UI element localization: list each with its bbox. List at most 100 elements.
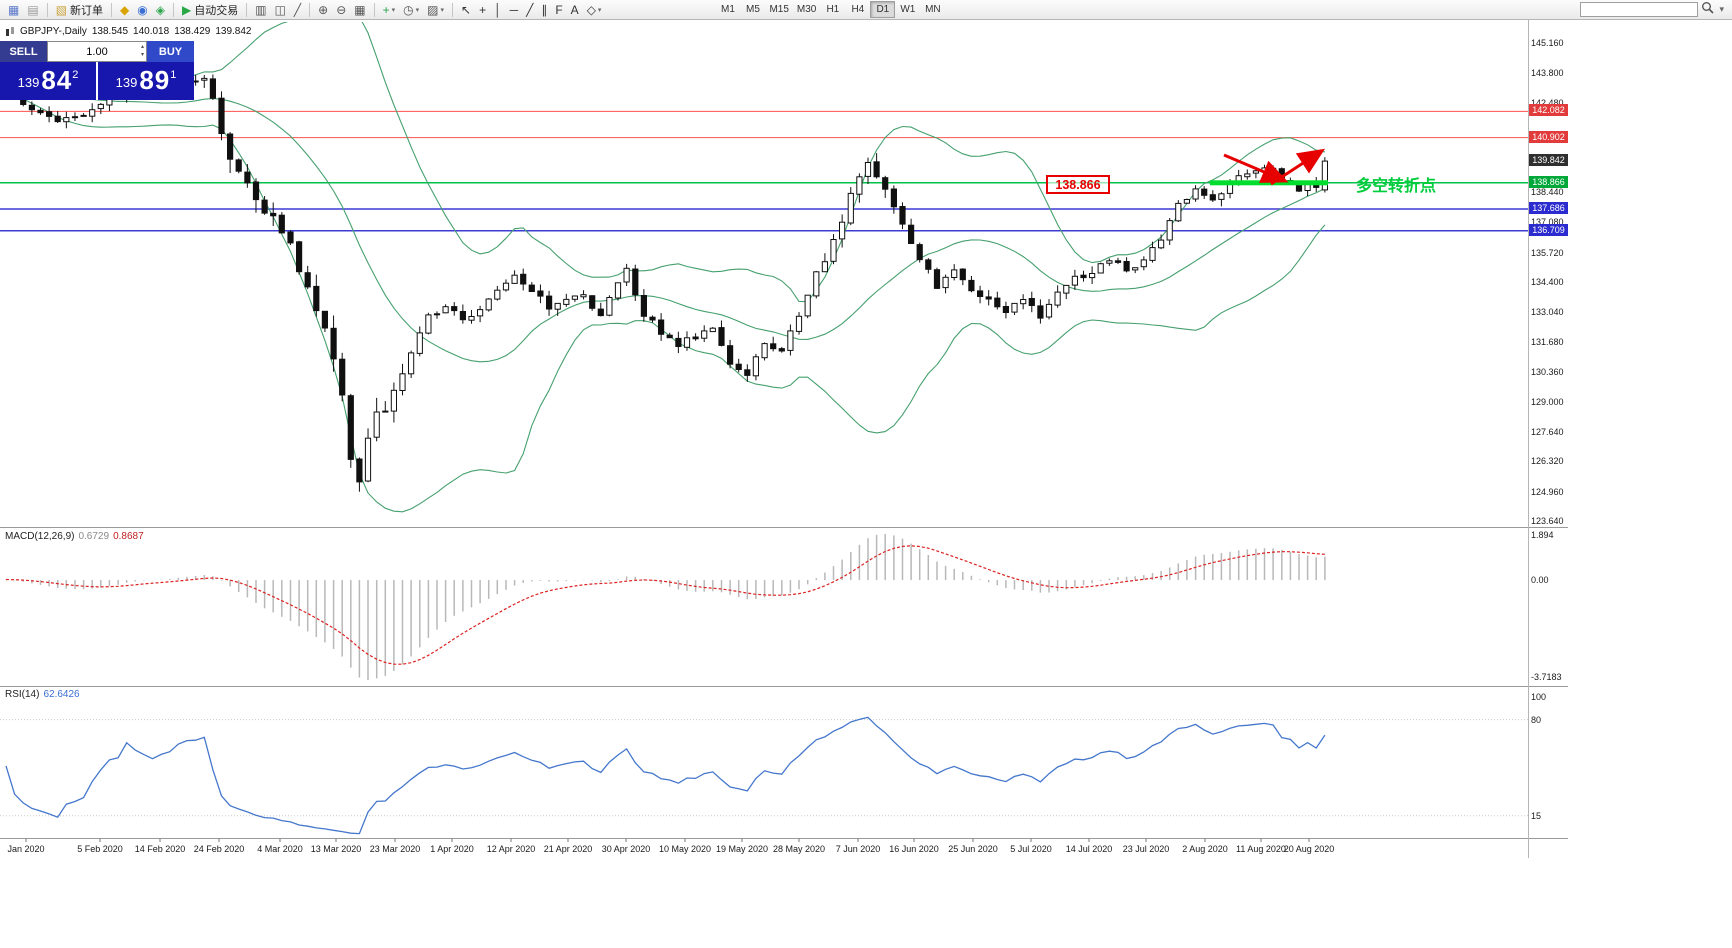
rsi-axis-tick: 15 bbox=[1531, 810, 1542, 821]
crosshair-button[interactable]: + bbox=[475, 1, 490, 19]
auto-trading-button[interactable]: ▶ 自动交易 bbox=[178, 1, 242, 19]
candle bbox=[666, 332, 673, 339]
buy-price[interactable]: 139 89 1 bbox=[98, 62, 194, 100]
price-axis-tick: 129.000 bbox=[1531, 396, 1564, 407]
candle bbox=[1097, 262, 1104, 274]
turning-point-label[interactable]: 多空转折点 bbox=[1356, 178, 1437, 195]
text-tool-button[interactable]: A bbox=[567, 1, 583, 19]
macd-name: MACD(12,26,9) bbox=[5, 531, 75, 542]
candle bbox=[408, 350, 415, 378]
candle bbox=[916, 242, 923, 263]
candle bbox=[1252, 169, 1260, 179]
date-axis-label: 13 Mar 2020 bbox=[310, 844, 362, 854]
indicators-button[interactable]: + ▾ bbox=[379, 1, 400, 19]
candle bbox=[701, 325, 708, 342]
timeframe-m1[interactable]: M1 bbox=[720, 4, 735, 15]
navigator-button[interactable]: ◈ bbox=[152, 1, 169, 19]
timeframe-m5[interactable]: M5 bbox=[745, 4, 760, 15]
market-watch-button[interactable]: ◆ bbox=[116, 1, 133, 19]
rsi-value: 62.6426 bbox=[43, 689, 80, 700]
arrows-tool-dropdown-icon[interactable]: ▾ bbox=[597, 6, 602, 14]
toolbar-separator bbox=[111, 2, 113, 17]
templates-button[interactable]: ▨ ▾ bbox=[423, 1, 448, 19]
timeframe-w1[interactable]: W1 bbox=[900, 4, 916, 15]
zoom-in-button[interactable]: ⊕ bbox=[314, 1, 332, 19]
volume-input[interactable]: 1.00 ▴ ▾ bbox=[47, 41, 147, 62]
timeframe-h4[interactable]: H4 bbox=[851, 4, 865, 15]
trend-arrow-1[interactable] bbox=[1223, 153, 1289, 183]
timeframe-m15[interactable]: M15 bbox=[769, 4, 789, 15]
candle bbox=[227, 132, 234, 173]
macd-indicator-label: MACD(12,26,9) 0.6729 0.8687 bbox=[5, 531, 144, 542]
navigator-icon: ◈ bbox=[155, 2, 165, 17]
data-window-button[interactable]: ◉ bbox=[133, 1, 151, 19]
line-chart-type-button[interactable]: ╱ bbox=[290, 1, 305, 19]
candle bbox=[71, 112, 79, 121]
profiles-button[interactable]: ▤ bbox=[23, 1, 42, 19]
zoom-out-button[interactable]: ⊖ bbox=[332, 1, 350, 19]
sell-button[interactable]: SELL bbox=[0, 41, 47, 62]
toolbar-separator bbox=[46, 2, 48, 17]
periods-dropdown-icon[interactable]: ▾ bbox=[415, 6, 420, 14]
arrows-tool-button[interactable]: ◇ ▾ bbox=[583, 1, 606, 19]
bar-chart-type-button[interactable]: ▥ bbox=[251, 1, 270, 19]
timeframe-toolbar: M1 M5 M15 M30 H1 H4 D1 W1 MN bbox=[715, 1, 945, 18]
candle bbox=[908, 218, 915, 244]
candle bbox=[847, 187, 854, 226]
candle bbox=[571, 295, 578, 302]
date-axis-label: 23 Mar 2020 bbox=[369, 844, 421, 854]
candle bbox=[942, 274, 949, 294]
volume-stepper[interactable]: ▴ ▾ bbox=[140, 44, 144, 58]
candle bbox=[985, 290, 992, 306]
candle bbox=[882, 175, 889, 198]
symbol-search-input[interactable] bbox=[1580, 2, 1699, 17]
price-annotation-box[interactable]: 138.866 bbox=[1046, 175, 1110, 194]
search-area: ▾ bbox=[1580, 1, 1724, 19]
timeframe-m30[interactable]: M30 bbox=[796, 4, 817, 15]
sell-price[interactable]: 139 84 2 bbox=[0, 62, 96, 100]
vertical-line-icon: │ bbox=[494, 2, 502, 17]
candle bbox=[839, 214, 846, 248]
horizontal-line-button[interactable]: ─ bbox=[506, 1, 523, 19]
fibonacci-button[interactable]: F bbox=[551, 1, 566, 19]
periods-button[interactable]: ◷ ▾ bbox=[399, 1, 423, 19]
tile-windows-button[interactable]: ▦ bbox=[350, 1, 369, 19]
chart-canvas[interactable] bbox=[0, 20, 1568, 948]
trendline-button[interactable]: ╱ bbox=[522, 1, 537, 19]
candle bbox=[46, 106, 53, 123]
candle bbox=[97, 102, 104, 115]
date-axis-label: 7 Jun 2020 bbox=[835, 844, 881, 854]
new-chart-button[interactable]: ▦ bbox=[4, 1, 23, 19]
candle bbox=[623, 263, 630, 286]
candle bbox=[813, 271, 820, 299]
candle bbox=[675, 331, 682, 354]
bar-chart-type-icon: ▥ bbox=[255, 2, 267, 17]
candle bbox=[80, 113, 87, 117]
candle bbox=[89, 103, 96, 123]
timeframe-d1[interactable]: D1 bbox=[870, 1, 896, 18]
candle bbox=[580, 290, 587, 300]
buy-price-point: 1 bbox=[170, 69, 177, 81]
candle bbox=[416, 326, 423, 357]
channel-button[interactable]: ∥ bbox=[537, 1, 551, 19]
indicators-dropdown-icon[interactable]: ▾ bbox=[391, 6, 396, 14]
buy-button[interactable]: BUY bbox=[147, 41, 194, 62]
text-tool-icon: A bbox=[570, 2, 579, 17]
timeframe-mn[interactable]: MN bbox=[925, 4, 941, 15]
support-highlight-segment[interactable] bbox=[1210, 180, 1328, 186]
templates-dropdown-icon[interactable]: ▾ bbox=[440, 6, 444, 14]
date-axis-label: 25 Jun 2020 bbox=[948, 844, 998, 854]
candle bbox=[218, 91, 225, 141]
trend-arrow-2[interactable] bbox=[1270, 148, 1326, 186]
toolbar-options-icon[interactable]: ▾ bbox=[1719, 4, 1724, 14]
new-order-button[interactable]: ▧ 新订单 bbox=[52, 1, 107, 19]
channel-icon: ∥ bbox=[541, 2, 548, 17]
timeframe-h1[interactable]: H1 bbox=[826, 4, 840, 15]
candle bbox=[425, 312, 432, 335]
vertical-line-button[interactable]: │ bbox=[490, 1, 506, 19]
candle bbox=[1149, 241, 1156, 263]
candle-chart-type-button[interactable]: ◫ bbox=[271, 1, 290, 19]
search-icon[interactable] bbox=[1701, 1, 1715, 19]
cursor-button[interactable]: ↖ bbox=[457, 1, 475, 19]
candle bbox=[1192, 185, 1199, 202]
